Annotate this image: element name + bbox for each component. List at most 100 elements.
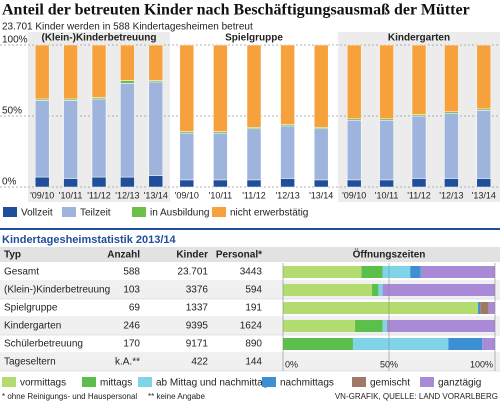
bar-segment [120,83,135,178]
divider [0,228,500,230]
cell: Schülerbetreuung [4,339,83,350]
bar-segment [91,98,107,178]
bar-segment [91,176,107,188]
bar-segment [213,44,228,132]
header-background [0,247,500,262]
bar-segment [179,179,195,188]
bar-segment [420,266,495,278]
bar-segment [246,179,262,188]
bar-segment [411,44,427,115]
legend-label: vormittags [20,378,66,389]
row-background [0,353,500,371]
x-tick-label: '09/10 [30,190,54,200]
cell: Kindergarten [4,321,61,332]
x-tick-label: 100% [470,359,493,369]
x-tick-label: '13/14 [144,190,168,200]
bar-segment [382,284,495,296]
bar-segment [476,44,492,110]
cell: 3443 [240,267,263,278]
legend-swatch [82,377,96,387]
legend-swatch [62,207,76,217]
bar-segment [313,179,329,188]
x-tick-label: '09/10 [342,190,366,200]
bar-segment [179,132,195,181]
panel-title: (Klein-)Kinderbetreuung [42,33,157,44]
bar-segment [379,179,394,188]
bar-segment [382,266,411,278]
bar-segment [386,320,495,332]
bar-segment [120,80,135,84]
bar-segment [352,338,449,350]
bar-segment [148,175,164,188]
table-title: Kindertagesheimstatistik 2013/14 [2,234,177,246]
legend-swatch [2,377,16,387]
legend-label: gemischt [370,378,410,389]
cell: 594 [245,285,262,296]
bar-segment [444,112,459,179]
bar-segment [63,100,78,179]
cell: 1624 [240,321,263,332]
subtitle: 23.701 Kinder werden in 588 Kindertagesh… [2,22,253,33]
bar-segment [280,44,295,125]
bar-segment [213,179,228,188]
legend-swatch [352,377,366,387]
cell: Spielgruppe [4,303,58,314]
bar-segment [246,44,262,128]
y-tick-label: 100% [2,35,28,46]
cell: Gesamt [4,267,39,278]
bar-segment [378,284,383,296]
column-header: Öffnungszeiten [353,248,426,261]
x-tick-label: '11/12 [242,190,266,200]
x-tick-label: 50% [380,359,398,369]
cell: 69 [129,303,141,314]
bar-segment [379,44,394,120]
bar-segment [411,115,427,179]
column-header: Anzahl [107,250,140,261]
bar-segment [148,81,164,176]
bar-segment [410,266,421,278]
bar-segment [372,284,379,296]
legend-swatch [262,377,276,387]
legend-label: in Ausbildung [150,208,210,219]
legend-swatch [138,377,152,387]
legend-label: Vollzeit [21,208,53,219]
bar-segment [476,110,492,179]
bar-segment [411,178,427,188]
bar-segment [448,338,483,350]
cell: k.A.** [115,357,140,368]
bar-segment [444,44,459,112]
footnote: ** keine Angabe [148,392,205,401]
cell: 3376 [186,285,209,296]
bar-segment [488,302,495,314]
x-tick-label: '13/14 [309,190,333,200]
cell: 588 [123,267,140,278]
cell: Tageseltern [4,357,56,368]
bar-segment [283,320,356,332]
bar-segment [120,176,135,188]
bar-segment [213,132,228,181]
bar-segment [482,338,495,350]
legend-label: mittags [100,378,132,389]
cell: 246 [123,321,140,332]
bar-segment [478,302,481,314]
cell: (Klein-)Kinderbetreuung [4,285,110,296]
bar-segment [246,128,262,181]
bar-segment [34,44,50,100]
legend-label: Teilzeit [80,208,111,219]
cell: 1337 [186,303,209,314]
bar-segment [379,120,394,181]
bar-segment [148,44,164,81]
legend-label: nicht erwerbstätig [230,208,308,219]
x-tick-label: '12/13 [115,190,139,200]
bar-segment [355,320,383,332]
bar-segment [444,178,459,188]
cell: 890 [245,339,262,350]
cell: 103 [123,285,140,296]
x-tick-label: '10/11 [209,190,233,200]
x-tick-label: 0% [285,359,298,369]
cell: 422 [191,357,208,368]
cell: 23.701 [177,267,208,278]
bar-segment [179,44,195,132]
y-tick-label: 0% [2,177,17,188]
bar-segment [361,266,383,278]
